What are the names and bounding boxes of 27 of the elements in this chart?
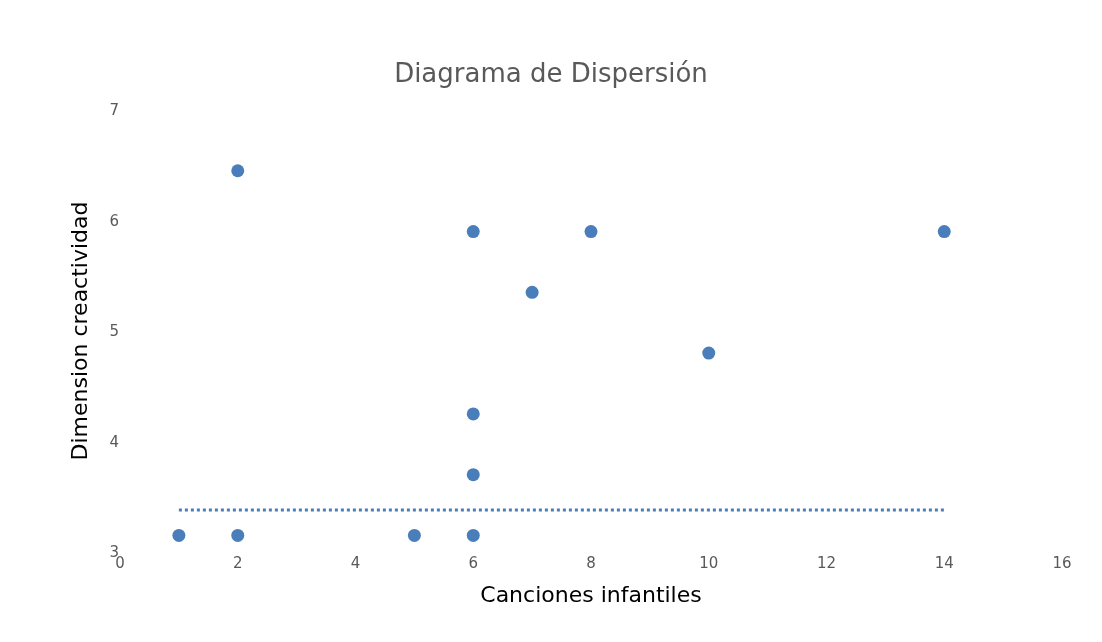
point <box>466 468 480 482</box>
point <box>525 285 539 299</box>
y-tick-label: 5 <box>109 322 119 341</box>
y-axis-title: Dimension creactividad <box>67 201 93 461</box>
x-tick-label: 12 <box>816 554 837 572</box>
point <box>937 225 951 239</box>
y-tick-label: 4 <box>109 432 119 451</box>
point <box>407 528 421 542</box>
point <box>466 528 480 542</box>
x-tick-label: 16 <box>1052 554 1072 572</box>
y-tick-label: 7 <box>109 101 119 120</box>
x-axis-title: Canciones infantiles <box>480 581 702 607</box>
point <box>172 528 186 542</box>
point <box>702 346 716 360</box>
point <box>466 225 480 239</box>
x-tick-label: 10 <box>699 554 719 572</box>
point <box>466 407 480 421</box>
x-tick-label: 2 <box>232 554 243 572</box>
x-tick-label: 8 <box>586 554 596 572</box>
x-tick-label: 4 <box>350 554 361 572</box>
y-tick-label: 6 <box>109 211 119 230</box>
x-tick-label: 6 <box>468 554 479 572</box>
chart-title: Diagrama de Dispersión <box>394 58 708 89</box>
x-tick-label: 14 <box>934 554 954 572</box>
point <box>231 528 245 542</box>
point <box>231 164 245 178</box>
point <box>584 225 598 239</box>
